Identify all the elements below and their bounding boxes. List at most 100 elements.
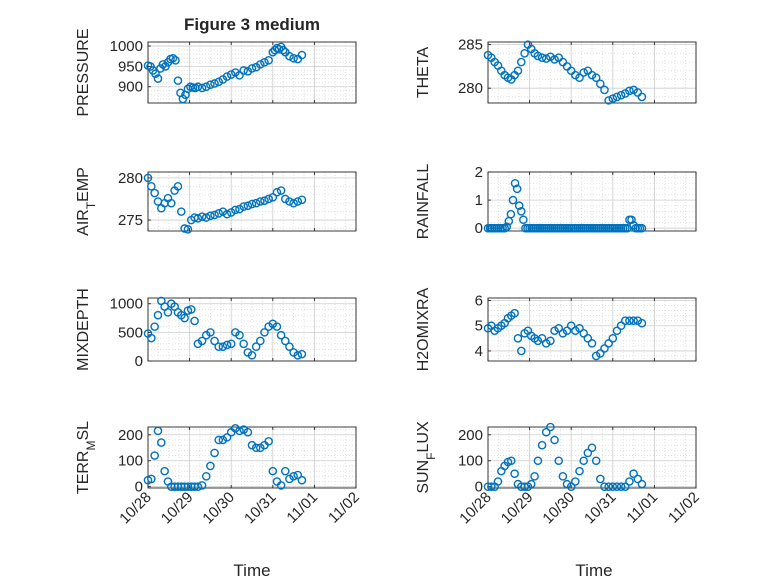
- data-point: [260, 328, 269, 337]
- x-tick-label: 10/31: [241, 489, 280, 528]
- data-point: [226, 339, 236, 349]
- data-point: [183, 225, 193, 234]
- y-tick-label: 200: [458, 427, 483, 444]
- data-point: [596, 349, 605, 358]
- data-point: [197, 481, 207, 490]
- y-tick-label: 900: [118, 79, 143, 96]
- y-tick-label: 1000: [110, 38, 143, 55]
- data-point: [235, 71, 244, 80]
- x-axis-label-left: Time: [233, 561, 270, 580]
- data-point: [550, 55, 559, 64]
- y-tick-label: 280: [458, 80, 483, 97]
- data-point: [604, 482, 613, 492]
- data-point: [153, 310, 163, 320]
- data-point: [247, 64, 257, 73]
- data-point: [600, 482, 609, 492]
- data-point: [516, 207, 526, 216]
- data-point: [158, 60, 168, 69]
- data-point: [235, 330, 244, 340]
- data-point: [239, 66, 248, 75]
- data-point: [633, 474, 643, 484]
- data-point: [596, 79, 605, 89]
- x-axis-label-right: Time: [575, 561, 612, 580]
- y-tick-label: 2: [475, 164, 483, 181]
- y-tick-label: 0: [135, 353, 143, 370]
- panel-theta: 280 285 THETA: [415, 37, 697, 105]
- panel-mixdepth: 0 500 1000 MIXDEPTH: [75, 288, 357, 371]
- data-point: [591, 73, 601, 83]
- data-point: [514, 201, 524, 211]
- data-point: [625, 86, 634, 96]
- data-point: [268, 192, 278, 202]
- data-point: [206, 328, 215, 337]
- data-point: [247, 350, 257, 360]
- data-point: [566, 482, 576, 492]
- data-point: [519, 215, 528, 225]
- data-point: [280, 336, 290, 346]
- data-point: [251, 342, 261, 351]
- y-tick-label: 1000: [110, 296, 143, 313]
- x-tick-label: 10/30: [539, 489, 578, 528]
- data-point: [276, 186, 286, 195]
- data-point: [151, 69, 160, 79]
- data-point: [210, 336, 219, 346]
- panel-rainfall: 0 1 2 RAINFALL: [415, 164, 697, 240]
- axes-box: [147, 171, 357, 232]
- y-tick-label: 0: [475, 220, 483, 237]
- data-point: [210, 448, 219, 458]
- data-point: [285, 51, 294, 61]
- data-point: [579, 68, 588, 77]
- data-point: [243, 427, 253, 437]
- data-point: [600, 85, 609, 95]
- y-tick-label: 275: [118, 212, 143, 229]
- y-tick-label: 4: [475, 343, 483, 360]
- x-tick-label: 10/30: [199, 489, 238, 528]
- data-point: [256, 336, 265, 346]
- data-point: [516, 57, 526, 67]
- data-point: [197, 212, 207, 221]
- figure-title: Figure 3 medium: [184, 15, 320, 34]
- y-tick-label: 0: [475, 479, 483, 496]
- data-point: [251, 443, 261, 453]
- data-point: [566, 321, 576, 331]
- data-point: [637, 479, 647, 489]
- data-point: [173, 76, 183, 85]
- data-point: [587, 339, 597, 348]
- data-point: [231, 205, 240, 215]
- data-point: [297, 195, 307, 205]
- y-axis-label: H2OMIXRA: [415, 287, 432, 371]
- data-point: [197, 336, 207, 346]
- data-point: [243, 201, 253, 211]
- data-point: [562, 326, 572, 336]
- data-point: [285, 197, 294, 206]
- y-axis-label: RAINFALL: [415, 164, 432, 240]
- data-point: [160, 466, 169, 476]
- data-point: [214, 342, 224, 351]
- data-point: [487, 482, 496, 492]
- data-point: [537, 53, 547, 62]
- y-tick-label: 500: [118, 324, 143, 341]
- data-point: [513, 334, 523, 343]
- data-point: [206, 211, 215, 221]
- x-tick-label: 10/31: [581, 489, 620, 528]
- data-point: [629, 316, 638, 325]
- y-tick-label: 950: [118, 58, 143, 75]
- data-point: [251, 198, 261, 208]
- data-point: [247, 199, 257, 209]
- plot-area: [148, 298, 356, 361]
- data-point: [201, 82, 211, 92]
- data-point: [583, 334, 593, 343]
- data-point: [180, 224, 189, 233]
- data-point: [278, 45, 288, 55]
- data-point: [289, 53, 298, 63]
- data-point: [627, 215, 636, 225]
- data-point: [289, 198, 298, 208]
- data-point: [168, 53, 178, 63]
- plot-area: [148, 172, 356, 231]
- data-point: [256, 197, 265, 206]
- data-point: [176, 207, 186, 216]
- data-point: [150, 188, 159, 198]
- data-point: [508, 195, 518, 205]
